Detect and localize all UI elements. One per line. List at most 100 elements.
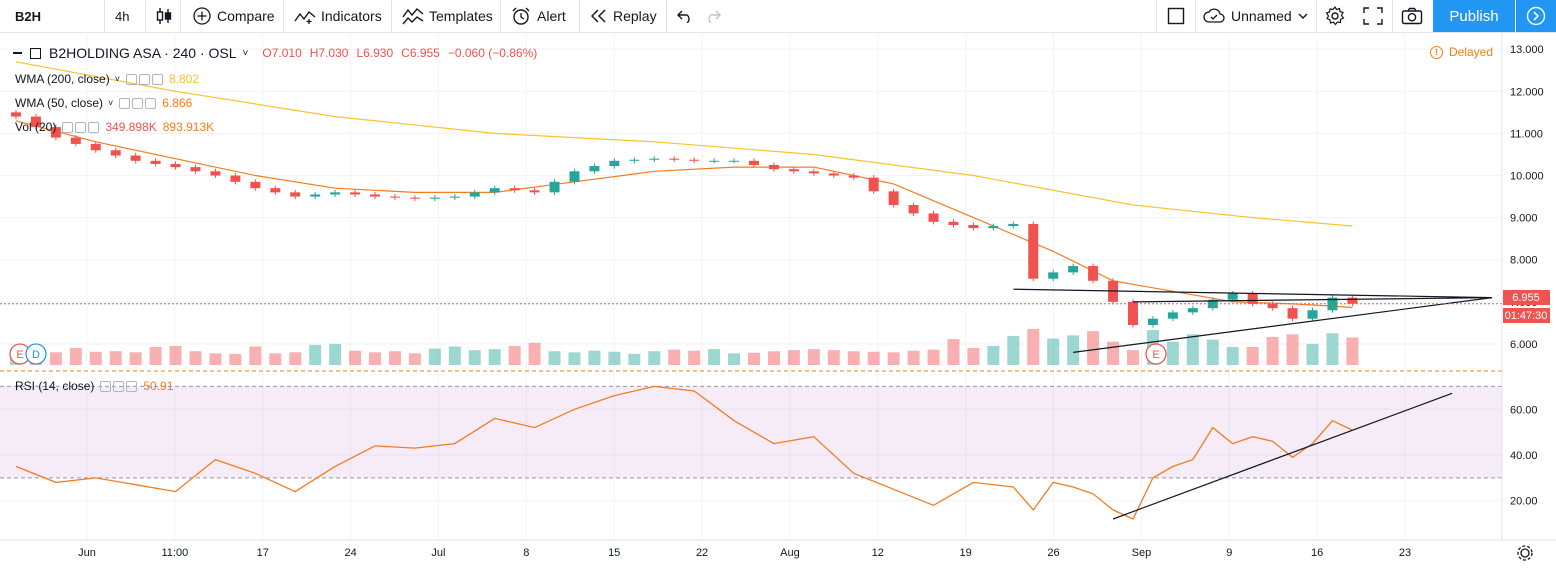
volume-bar [349, 350, 362, 365]
candle-body [330, 192, 341, 195]
alert-button[interactable]: Alert [511, 0, 566, 32]
volume-bar [967, 348, 980, 365]
redo-button[interactable] [705, 0, 721, 32]
wma200-legend[interactable]: WMA (200, close) ˅ 8.802 [15, 72, 199, 86]
snapshot-button[interactable] [1401, 0, 1423, 32]
earnings-letter: E [16, 349, 23, 361]
time-tick-label: 11:00 [162, 547, 189, 559]
symbol-title[interactable]: B2HOLDING ASA · 240 · OSL [49, 45, 237, 61]
time-tick-label: 22 [696, 547, 708, 559]
alarm-clock-icon [512, 7, 530, 25]
candle-body [589, 166, 600, 172]
replay-button[interactable]: Replay [591, 0, 657, 32]
candle-body [948, 221, 959, 225]
candle-body [310, 194, 321, 197]
layout-button[interactable]: Unnamed [1203, 0, 1308, 32]
time-settings-icon[interactable] [1517, 545, 1533, 561]
rsi-label: RSI (14, close) [15, 379, 95, 393]
indicator-controls[interactable] [100, 380, 138, 392]
price-tick-label: 11.000 [1510, 128, 1543, 140]
interval-button[interactable]: 4h [115, 0, 129, 32]
dividend-marker[interactable]: D [25, 343, 47, 365]
compare-button[interactable]: Compare [193, 0, 275, 32]
undo-button[interactable] [677, 0, 693, 32]
indicator-controls[interactable] [125, 73, 163, 85]
indicators-button[interactable]: Indicators [294, 0, 382, 32]
trendline [1073, 297, 1493, 353]
time-tick-label: 23 [1399, 547, 1411, 559]
time-axis[interactable]: Jun 11:00 17 24 Jul 8 15 22 Aug 12 19 26 Sep 9 16 23 [78, 547, 1411, 559]
candle-body [70, 137, 81, 144]
candle-body [908, 205, 919, 214]
volume-bar [329, 343, 342, 365]
time-tick-label: 8 [523, 547, 529, 559]
fullscreen-select-button[interactable] [1167, 0, 1185, 32]
ohlc-close: C6.955 [401, 46, 440, 60]
candle-body [1267, 303, 1278, 309]
volume-bar [448, 346, 461, 365]
candle-body [1167, 312, 1178, 319]
candle-body [110, 150, 121, 156]
time-tick-label: 15 [608, 547, 620, 559]
chart-type-button[interactable] [156, 0, 172, 32]
candle-body [749, 160, 759, 165]
expand-icon [1363, 7, 1383, 25]
volume-bar [1067, 335, 1080, 365]
volume-bar [209, 353, 222, 365]
publish-menu-button[interactable] [1516, 0, 1556, 32]
volume-legend[interactable]: Vol (20) 349.898K 893.913K [15, 120, 214, 134]
indicator-controls[interactable] [62, 121, 100, 133]
trendline [1112, 392, 1453, 520]
volume-bar [708, 349, 721, 365]
volume-bar [388, 351, 401, 365]
templates-button[interactable]: Templates [402, 0, 493, 32]
candle-body [489, 188, 500, 193]
time-tick-label: Aug [780, 547, 800, 559]
candle-body [10, 112, 21, 117]
price-tick-label: 12.000 [1510, 86, 1544, 98]
symbol-search[interactable]: B2H [15, 0, 41, 32]
templates-icon [402, 8, 424, 25]
delayed-badge[interactable]: ! Delayed [1430, 45, 1493, 59]
price-tick-label: 13.000 [1510, 44, 1544, 56]
candle-body [210, 171, 221, 176]
maximize-icon[interactable] [30, 47, 41, 59]
price-tick-label: 6.000 [1510, 339, 1538, 351]
chevron-down-icon[interactable]: ˅ [242, 47, 249, 59]
wma50-value: 6.866 [162, 96, 193, 110]
interval-label: 4h [115, 8, 130, 24]
fullscreen-button[interactable] [1363, 0, 1383, 32]
chevron-down-icon[interactable]: ˅ [108, 98, 114, 108]
time-tick-label: 16 [1311, 547, 1323, 559]
earnings-marker[interactable]: E [9, 343, 31, 365]
delayed-label: Delayed [1449, 45, 1494, 59]
rsi-tick-label: 20.00 [1510, 496, 1538, 508]
plus-circle-icon [193, 7, 211, 25]
earnings-marker-2[interactable]: E [1145, 343, 1167, 365]
wma50-legend[interactable]: WMA (50, close) ˅ 6.866 [15, 96, 192, 110]
candle-body [729, 160, 740, 162]
volume-bar [169, 345, 182, 365]
publish-button[interactable]: Publish [1433, 0, 1515, 32]
rsi-band [0, 386, 1502, 478]
ohlc-open: O7.010 [262, 46, 302, 60]
price-axis[interactable]: 13.00012.00011.00010.0009.0008.0007.0006… [1510, 44, 1544, 351]
settings-button[interactable] [1325, 0, 1345, 32]
chevron-down-icon[interactable]: ˅ [114, 74, 120, 84]
publish-label: Publish [1449, 7, 1499, 25]
ohlc-high: H7.030 [309, 46, 349, 60]
indicator-controls[interactable] [119, 97, 157, 109]
rsi-legend[interactable]: RSI (14, close) 50.91 [15, 379, 173, 393]
candle-body [1147, 318, 1158, 325]
main-legend: B2HOLDING ASA · 240 · OSL ˅ O7.010 H7.03… [13, 45, 537, 61]
candle-body [549, 181, 560, 193]
collapse-icon[interactable] [13, 52, 22, 54]
candle-body [888, 191, 899, 205]
volume-bar [847, 351, 860, 365]
redo-icon [708, 10, 721, 23]
price-tick-label: 10.000 [1510, 171, 1544, 183]
volume-label: Vol (20) [15, 120, 57, 134]
rsi-axis[interactable]: 60.00 40.00 20.00 [1510, 404, 1538, 507]
trendlines[interactable] [1013, 288, 1493, 520]
